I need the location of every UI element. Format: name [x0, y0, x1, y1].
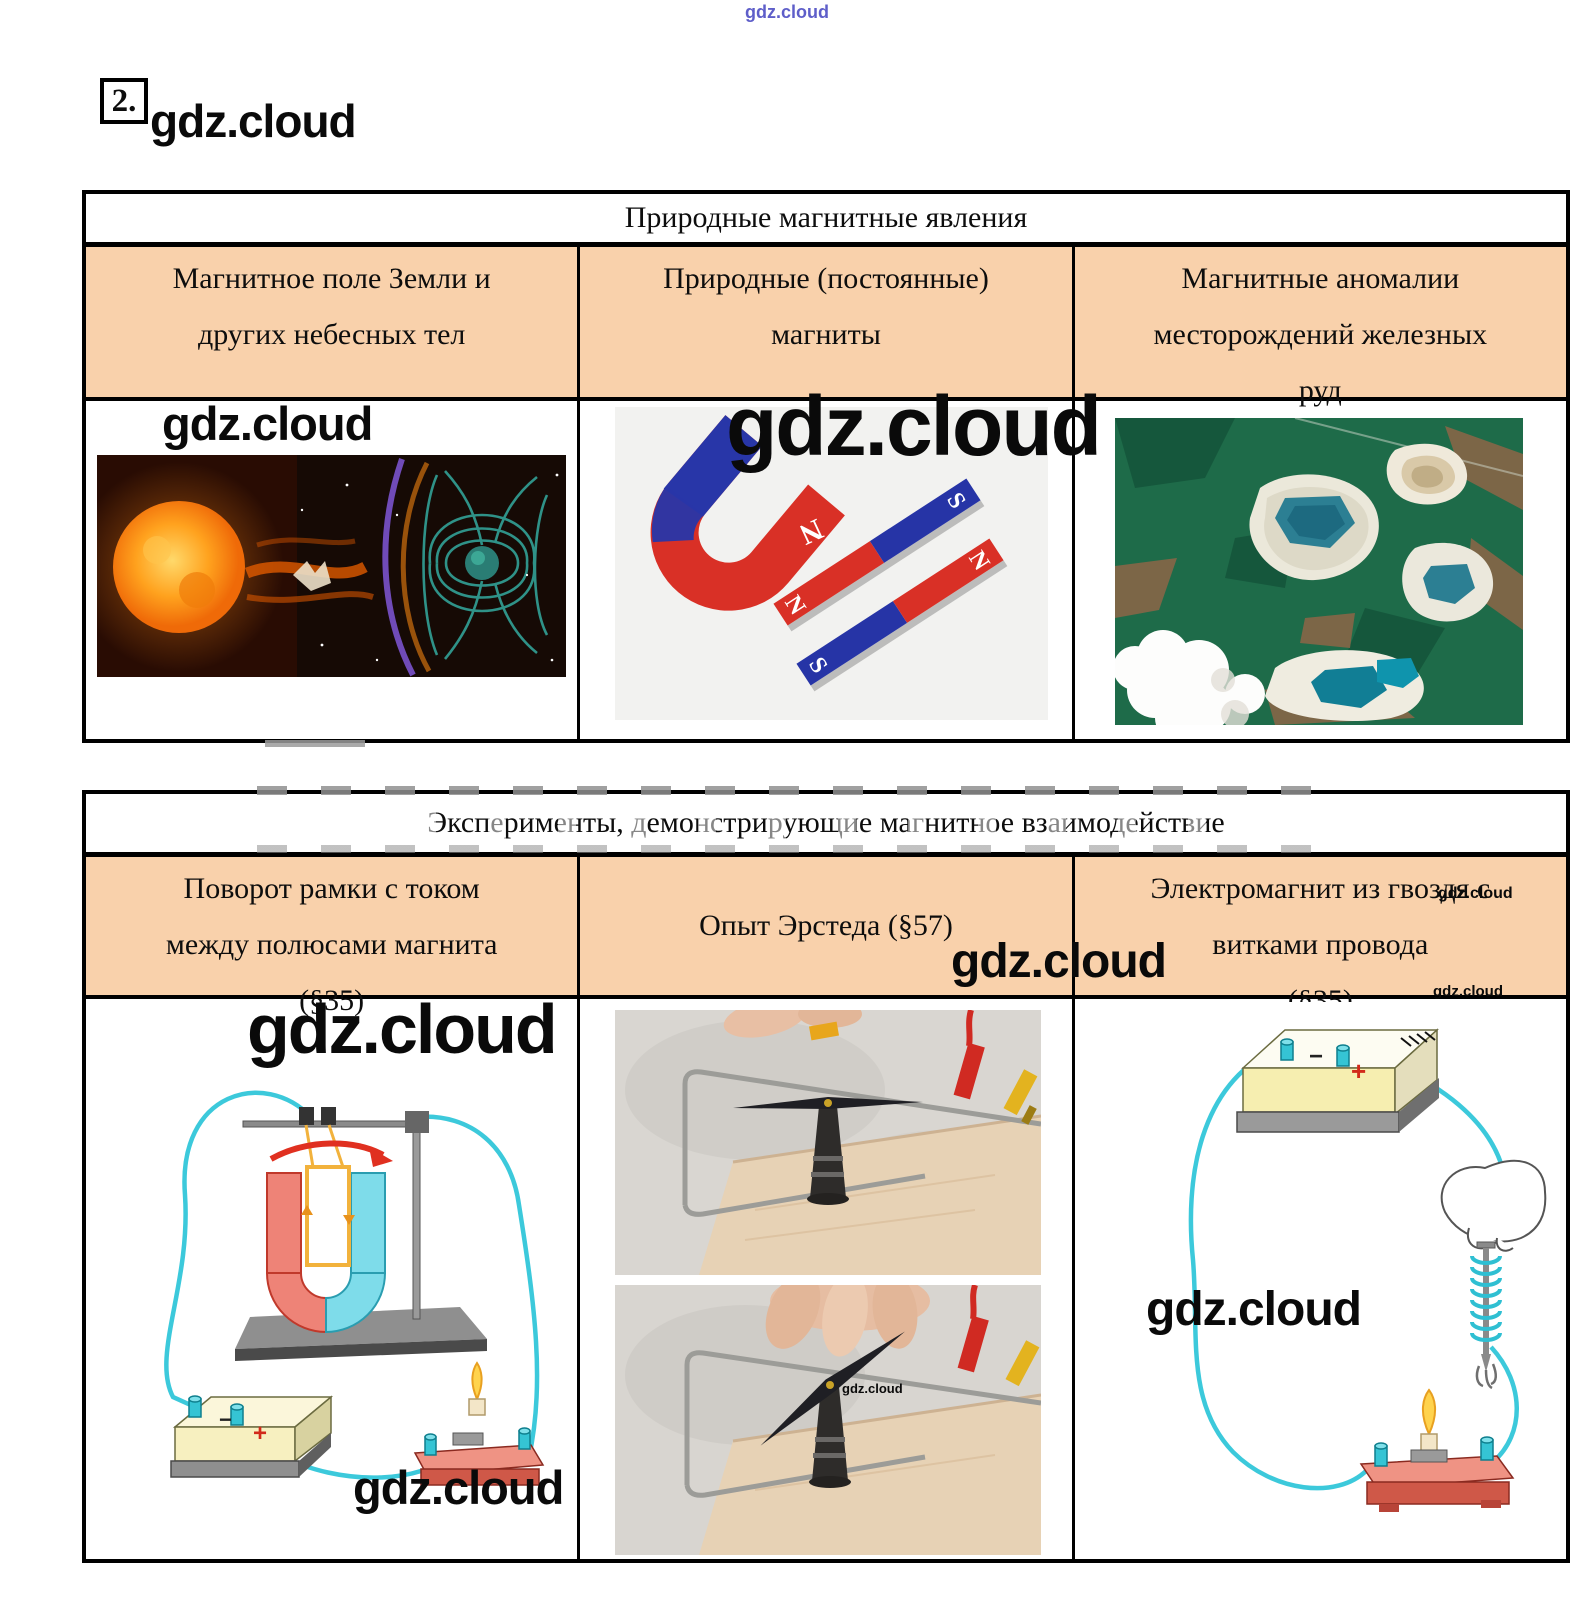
bar-magnet-1: N S	[773, 478, 985, 632]
watermark-table1-cell1: gdz.cloud	[162, 397, 373, 450]
current-arrows	[301, 1205, 355, 1225]
table1-header-row: Магнитное поле Земли и других небесных т…	[86, 247, 1566, 407]
scan-artifact-dashes-top	[257, 786, 1317, 795]
cell-magnetic-anomaly-image	[1071, 401, 1566, 739]
table1-header-magnetic-anomalies: Магнитные аномалии месторождений железны…	[1071, 247, 1566, 407]
battery-plus: +	[1351, 1056, 1366, 1086]
scan-artifact-dash	[265, 740, 365, 747]
orange-tag	[809, 1021, 840, 1041]
frame-rotation-image: − +	[115, 1055, 545, 1520]
watermark-table2-cell3: gdz.cloud	[1146, 1283, 1362, 1336]
yellow-connector	[1005, 1340, 1040, 1387]
rotation-arrow	[269, 1140, 393, 1167]
magnets-illustration: N N S S	[615, 407, 1049, 720]
watermark-table2-cell1-bottom: gdz.cloud	[353, 1464, 564, 1514]
watermark-table1-large: gdz.cloud	[726, 379, 1102, 473]
clouds	[1114, 630, 1265, 725]
permanent-magnets-image: N N S S	[615, 407, 1049, 720]
nail-electromagnet	[1469, 1241, 1502, 1390]
watermark-small-2: gdz.cloud	[1433, 983, 1503, 1000]
oersted-photo1-illustration	[615, 1010, 1042, 1275]
watermark-oersted-photo: gdz.cloud	[842, 1381, 903, 1396]
electromagnet-image: − +	[1092, 1002, 1548, 1554]
oersted-photo2-illustration	[615, 1285, 1042, 1555]
table-natural-magnetic-phenomena: Природные магнитные явления Магнитное по…	[82, 190, 1570, 743]
burner	[1359, 1388, 1515, 1512]
compass-stand	[807, 1106, 850, 1205]
oersted-photo-1	[615, 1010, 1042, 1275]
needle-pivot	[826, 1381, 835, 1389]
wire-loop	[684, 1350, 1042, 1498]
quarry-4	[1264, 650, 1424, 722]
quarry-2	[1386, 443, 1467, 505]
table1-header-permanent-magnets: Природные (постоянные) магниты	[577, 247, 1071, 397]
aerial-illustration	[1114, 418, 1523, 725]
watermark-table2-header: gdz.cloud	[951, 935, 1167, 988]
finger	[724, 1010, 807, 1038]
watermark-top: gdz.cloud	[745, 2, 829, 22]
table1-title-row: Природные магнитные явления	[86, 194, 1566, 247]
cell-permanent-magnets-image: N N S S	[577, 401, 1071, 739]
switch-burner	[413, 1361, 545, 1486]
battery: − +	[1235, 1028, 1439, 1133]
watermark-table2-cell1-top-clip: gdz.cloud	[247, 994, 578, 1068]
wire-hanger	[299, 1107, 314, 1125]
finger	[798, 1010, 863, 1028]
needle-pivot	[824, 1099, 833, 1107]
bow-shock-arc	[382, 458, 416, 677]
wire-hanger	[321, 1107, 336, 1125]
table2-image-row: − +	[86, 999, 1566, 1559]
oersted-photo-2	[615, 1285, 1042, 1555]
nail-tip	[1480, 1354, 1491, 1372]
sun-earth-magnetosphere-image	[97, 455, 566, 677]
hand-outline	[1440, 1159, 1546, 1252]
battery-plus: +	[253, 1420, 267, 1447]
red-connector	[953, 1010, 986, 1100]
battery-minus: −	[219, 1407, 232, 1432]
compass-stand	[809, 1387, 852, 1488]
table1-image-row: N N S S	[86, 401, 1566, 739]
attracted-clips	[1475, 1363, 1497, 1390]
watermark-table2-cell1-bottom-clip: gdz.cloud	[353, 1464, 579, 1520]
table1-header-earth-field: Магнитное поле Земли и других небесных т…	[172, 262, 491, 352]
compass-needle-rotated	[760, 1331, 906, 1446]
iron-ore-aerial-image	[1114, 418, 1523, 725]
yellow-connector	[1003, 1069, 1038, 1125]
quarry-3	[1401, 542, 1493, 622]
battery: − +	[170, 1395, 334, 1478]
cell-earth-field-image	[86, 401, 577, 739]
quarry-1	[1249, 474, 1379, 581]
wooden-board	[699, 1395, 1042, 1555]
bar-magnet-2: S N	[796, 538, 1008, 692]
electromagnet-illustration: − +	[1092, 1002, 1548, 1554]
cell-electromagnet-image: − +	[1071, 999, 1566, 1559]
red-connector	[957, 1285, 990, 1373]
field-lines	[422, 470, 549, 660]
watermark-table2-cell1-top: gdz.cloud	[247, 994, 558, 1068]
horseshoe-magnet: N	[650, 415, 846, 611]
cell-frame-rotation-image: − +	[86, 999, 577, 1559]
table-magnetic-experiments: Эксперименты, демонстрирующие магнитное …	[82, 790, 1570, 1563]
cell-oersted-images	[577, 999, 1071, 1559]
wire-coil	[1469, 1255, 1502, 1342]
scan-artifact-dashes-mid	[257, 845, 1317, 853]
question-number-box: 2.	[100, 78, 148, 124]
table2-header-oersted: Опыт Эрстеда (§57)	[577, 857, 1071, 995]
table2-header-row: Поворот рамки с током между полюсами маг…	[86, 857, 1566, 1017]
magnetosphere-illustration	[97, 455, 566, 677]
frame-rotation-illustration: − +	[115, 1055, 545, 1520]
wire-loop	[682, 1069, 1042, 1217]
hand	[766, 1285, 931, 1357]
table2-header-frame-rotation: Поворот рамки с током между полюсами маг…	[165, 872, 498, 1017]
stars	[300, 473, 559, 662]
watermark-question: gdz.cloud	[150, 95, 357, 147]
question-number: 2.	[111, 82, 137, 119]
battery-minus: −	[1309, 1043, 1323, 1070]
watermark-small-1: gdz.cloud	[1438, 885, 1513, 902]
u-magnet	[265, 1172, 387, 1334]
white-blob	[293, 561, 331, 591]
table1-title: Природные магнитные явления	[624, 201, 1028, 234]
table2-title: Эксперименты, демонстрирующие магнитное …	[427, 806, 1225, 839]
